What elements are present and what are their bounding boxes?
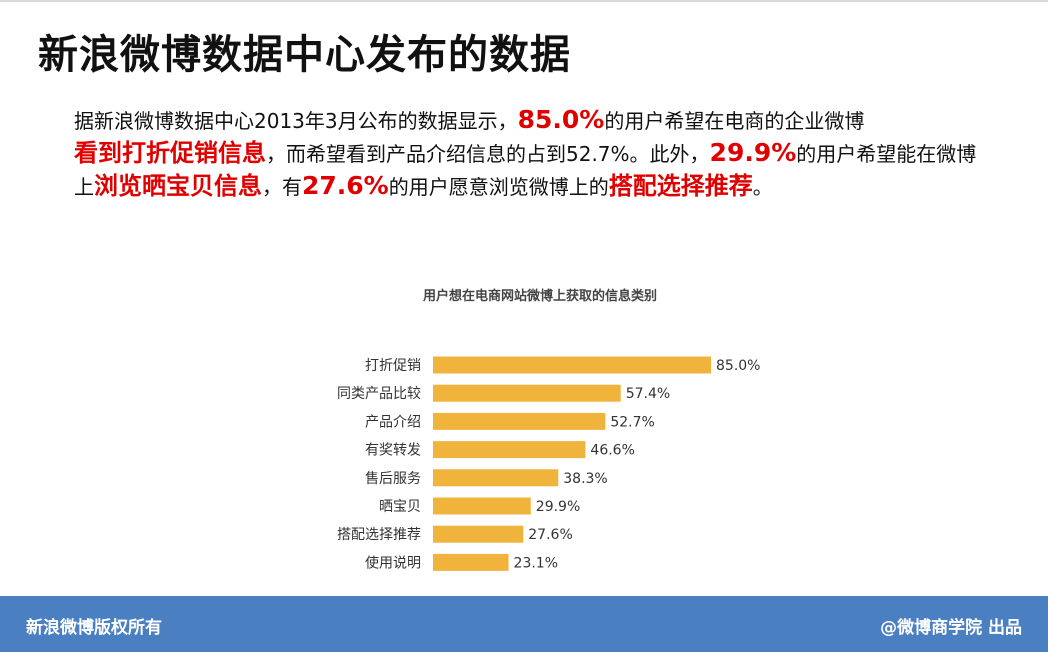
bar — [433, 412, 606, 430]
category-label: 使用说明 — [365, 554, 421, 571]
value-label: 85.0% — [716, 358, 760, 374]
para-highlight-1: 85.0% — [517, 105, 605, 134]
para-highlight-3: 29.9% — [709, 138, 797, 167]
category-label: 售后服务 — [365, 471, 421, 487]
bar — [433, 384, 621, 402]
chart-title: 用户想在电商网站微博上获取的信息类别 — [422, 289, 657, 304]
value-label: 29.9% — [536, 499, 580, 515]
para-highlight-2: 看到打折促销信息 — [74, 139, 266, 167]
footer-copyright: 新浪微博版权所有 — [26, 618, 162, 638]
para-text-4: 的用户希望能在微博上 — [74, 142, 977, 199]
category-label: 打折促销 — [365, 357, 421, 374]
para-text-2: 的用户希望在电商的企业微博 — [604, 109, 865, 133]
description-paragraph: 据新浪微博数据中心2013年3月公布的数据显示，85.0%的用户希望在电商的企业… — [74, 104, 994, 203]
para-text-7: 。 — [752, 175, 773, 199]
category-label: 搭配选择推荐 — [337, 527, 421, 543]
bar-chart: 用户想在电商网站微博上获取的信息类别 打折促销 85.0% 同类产品比较 57.4% 产… — [300, 285, 800, 585]
para-highlight-4: 浏览晒宝贝信息 — [94, 172, 262, 200]
para-text-1: 据新浪微博数据中心2013年3月公布的数据显示， — [74, 109, 518, 133]
category-label: 同类产品比较 — [337, 386, 421, 402]
value-label: 52.7% — [610, 414, 654, 430]
value-label: 38.3% — [563, 471, 607, 487]
top-divider — [0, 0, 1048, 2]
para-highlight-6: 搭配选择推荐 — [608, 172, 753, 200]
footer: 新浪微博版权所有 @微博商学院 出品 — [0, 596, 1048, 652]
chart-canvas: 打折促销 85.0% 同类产品比较 57.4% 产品介绍 52.7% 有奖转发 46.6% 售后… — [337, 356, 760, 571]
para-text-3: ，而希望看到产品介绍信息的占到52.7%。此外， — [266, 142, 710, 166]
bar — [433, 525, 524, 543]
bar — [433, 356, 711, 374]
para-highlight-5: 27.6% — [302, 171, 389, 200]
page-title: 新浪微博数据中心发布的数据 — [38, 32, 571, 78]
footer-credit: @微博商学院 出品 — [880, 618, 1022, 638]
para-text-6: 的用户愿意浏览微博上的 — [388, 175, 609, 199]
title-bar: 新浪微博数据中心发布的数据 — [0, 0, 1048, 88]
bar — [433, 469, 559, 487]
category-label: 有奖转发 — [365, 442, 421, 459]
bar — [433, 497, 531, 515]
category-label: 产品介绍 — [365, 414, 421, 430]
value-label: 27.6% — [528, 527, 572, 543]
value-label: 23.1% — [514, 555, 558, 571]
value-label: 57.4% — [626, 386, 670, 402]
bar — [433, 441, 586, 459]
bar — [433, 553, 509, 571]
value-label: 46.6% — [590, 443, 634, 459]
category-label: 晒宝贝 — [379, 499, 421, 515]
para-text-5: ，有 — [262, 175, 302, 199]
